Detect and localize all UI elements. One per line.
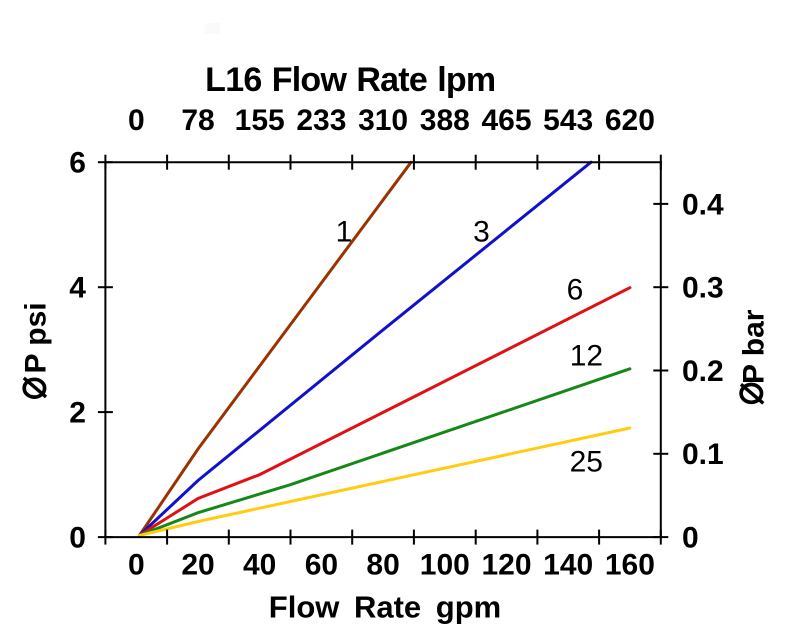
svg-text:310: 310 — [358, 104, 408, 137]
svg-text:Flow Rate gpm: Flow Rate gpm — [269, 590, 501, 625]
svg-text:3: 3 — [473, 215, 490, 248]
svg-text:60: 60 — [305, 548, 338, 581]
svg-text:0: 0 — [682, 522, 699, 555]
svg-text:4: 4 — [69, 272, 86, 305]
svg-text:0: 0 — [69, 522, 86, 555]
svg-text:L16 Flow Rate lpm: L16 Flow Rate lpm — [205, 61, 495, 99]
svg-text:155: 155 — [235, 104, 285, 137]
svg-text:160: 160 — [605, 548, 655, 581]
svg-text:120: 120 — [481, 548, 531, 581]
svg-text:6: 6 — [69, 147, 86, 180]
svg-text:P bar: P bar — [738, 309, 771, 384]
svg-text:0.3: 0.3 — [682, 272, 724, 305]
svg-text:20: 20 — [181, 548, 214, 581]
svg-text:0.1: 0.1 — [682, 438, 724, 471]
svg-text:0.4: 0.4 — [682, 188, 724, 221]
svg-text:100: 100 — [420, 548, 470, 581]
svg-text:233: 233 — [296, 104, 346, 137]
svg-text:6: 6 — [567, 274, 584, 307]
svg-text:465: 465 — [481, 104, 531, 137]
svg-text:2: 2 — [69, 397, 86, 430]
svg-text:12: 12 — [570, 339, 603, 372]
svg-text:1: 1 — [336, 215, 353, 248]
svg-text:388: 388 — [420, 104, 470, 137]
svg-text:0.2: 0.2 — [682, 355, 724, 388]
svg-text:25: 25 — [570, 446, 603, 479]
svg-text:80: 80 — [366, 548, 399, 581]
svg-text:140: 140 — [543, 548, 593, 581]
svg-text:620: 620 — [605, 104, 655, 137]
svg-text:0: 0 — [128, 548, 145, 581]
svg-text:40: 40 — [243, 548, 276, 581]
svg-text:P psi: P psi — [20, 302, 53, 373]
svg-text:543: 543 — [543, 104, 593, 137]
svg-text:0: 0 — [128, 104, 145, 137]
svg-text:78: 78 — [181, 104, 214, 137]
